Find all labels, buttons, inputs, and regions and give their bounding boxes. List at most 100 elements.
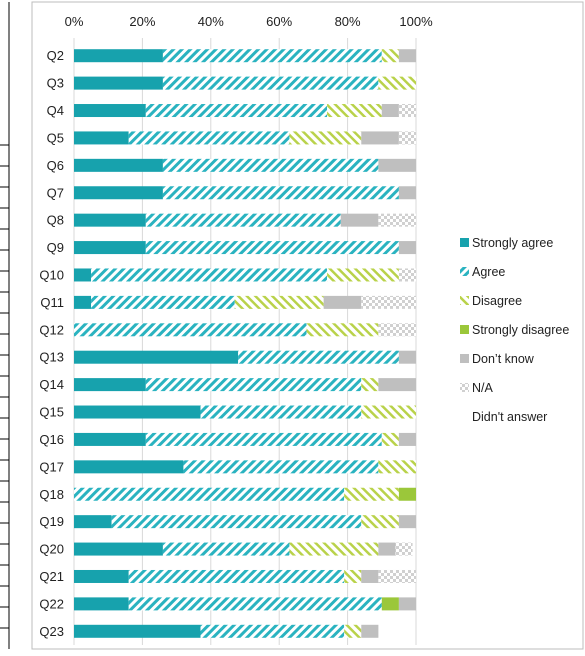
bar-segment-disagree	[289, 542, 379, 556]
bar-segment-strongly-agree	[74, 158, 163, 172]
bar-segment-n-a	[361, 295, 416, 309]
legend-label: Don’t know	[472, 352, 535, 366]
bar-segment-agree	[91, 295, 235, 309]
bar-segment-agree	[91, 268, 328, 282]
bar-segment-disagree	[361, 378, 379, 392]
bar-segment-agree	[74, 323, 307, 337]
category-label: Q18	[39, 487, 64, 502]
legend-label: N/A	[472, 381, 494, 395]
bar-segment-disagree	[378, 460, 416, 474]
bar-segment-don-t-know	[323, 295, 362, 309]
bar-segment-disagree	[378, 76, 416, 90]
category-label: Q16	[39, 432, 64, 447]
bar-segment-don-t-know	[398, 515, 416, 529]
bar-segment-strongly-disagree	[398, 487, 416, 501]
bar-segment-agree	[162, 158, 379, 172]
category-label: Q12	[39, 322, 64, 337]
bar-segment-strongly-disagree	[381, 597, 399, 611]
bar-segment-agree	[128, 131, 290, 145]
category-label: Q4	[47, 103, 64, 118]
bar-segment-don-t-know	[378, 542, 396, 556]
bar-segment-agree	[145, 213, 341, 227]
bar-segment-don-t-know	[398, 241, 416, 255]
bar-segment-strongly-agree	[74, 268, 92, 282]
legend-label: Disagree	[472, 294, 522, 308]
bar-segment-strongly-agree	[74, 405, 201, 419]
bar-segment-agree	[111, 515, 362, 529]
bar-segment-disagree	[361, 515, 399, 529]
bar-segment-strongly-agree	[74, 569, 129, 583]
legend-label: Strongly disagree	[472, 323, 569, 337]
bar-segment-agree	[128, 597, 382, 611]
category-label: Q14	[39, 377, 64, 392]
bar-segment-n-a	[378, 569, 416, 583]
category-label: Q7	[47, 185, 64, 200]
bar-segment-agree	[200, 405, 362, 419]
legend: Strongly agree Agree Disagree Strongly disa…	[460, 236, 569, 424]
bar-segments	[74, 49, 416, 638]
x-tick-label: 60%	[266, 14, 292, 29]
bar-segment-agree	[162, 542, 290, 556]
category-label: Q2	[47, 48, 64, 63]
bar-segment-don-t-know	[398, 350, 416, 364]
bar-segment-strongly-agree	[74, 295, 92, 309]
x-tick-label: 80%	[335, 14, 361, 29]
bar-segment-disagree	[289, 131, 362, 145]
y-axis-category-labels: Q2 Q3 Q4 Q5 Q6 Q7 Q8 Q9 Q10 Q11 Q12 Q13 Q14 Q15 Q16 Q17…	[39, 48, 64, 639]
bar-segment-disagree	[381, 432, 399, 446]
x-tick-label: 100%	[399, 14, 433, 29]
bar-segment-agree	[74, 487, 345, 501]
bar-segment-don-t-know	[378, 158, 416, 172]
x-axis-tick-labels: 0% 20% 40% 60% 80% 100%	[65, 14, 433, 29]
category-label: Q6	[47, 158, 64, 173]
bar-segment-agree	[145, 378, 362, 392]
bar-segment-don-t-know	[361, 624, 379, 638]
bar-segment-strongly-agree	[74, 515, 112, 529]
category-label: Q21	[39, 569, 64, 584]
bar-segment-strongly-agree	[74, 460, 184, 474]
bar-segment-don-t-know	[381, 104, 399, 118]
bar-segment-don-t-know	[398, 186, 416, 200]
category-label: Q19	[39, 514, 64, 529]
bar-segment-n-a	[378, 323, 416, 337]
bar-segment-don-t-know	[361, 131, 399, 145]
bar-segment-disagree	[327, 268, 399, 282]
bar-segment-agree	[238, 350, 399, 364]
bar-segment-agree	[162, 76, 379, 90]
category-label: Q22	[39, 596, 64, 611]
legend-swatch	[460, 267, 469, 276]
bar-segment-strongly-agree	[74, 104, 146, 118]
bar-segment-n-a	[378, 213, 416, 227]
bar-segment-strongly-agree	[74, 597, 129, 611]
category-label: Q15	[39, 405, 64, 420]
bar-segment-disagree	[361, 405, 416, 419]
category-label: Q10	[39, 267, 64, 282]
legend-swatch	[460, 383, 469, 392]
bar-segment-disagree	[344, 487, 399, 501]
legend-label: Agree	[472, 265, 505, 279]
category-label: Q3	[47, 76, 64, 91]
bar-segment-don-t-know	[398, 597, 416, 611]
bar-segment-n-a	[398, 131, 416, 145]
bar-segment-n-a	[398, 104, 416, 118]
bar-segment-don-t-know	[398, 432, 416, 446]
partial-table-edge	[0, 2, 10, 649]
bar-segment-disagree	[344, 569, 362, 583]
x-tick-label: 0%	[65, 14, 84, 29]
bar-segment-strongly-agree	[74, 432, 146, 446]
bar-segment-agree	[200, 624, 345, 638]
bar-segment-strongly-agree	[74, 186, 163, 200]
category-label: Q11	[40, 295, 64, 310]
chart-frame	[31, 1, 584, 650]
category-label: Q17	[39, 459, 64, 474]
category-label: Q13	[39, 350, 64, 365]
x-tick-label: 40%	[198, 14, 224, 29]
bar-segment-agree	[128, 569, 345, 583]
bar-segment-agree	[162, 186, 399, 200]
bar-segment-agree	[145, 241, 399, 255]
bar-segment-strongly-agree	[74, 542, 163, 556]
legend-swatch	[460, 296, 469, 305]
bar-segment-agree	[145, 104, 328, 118]
